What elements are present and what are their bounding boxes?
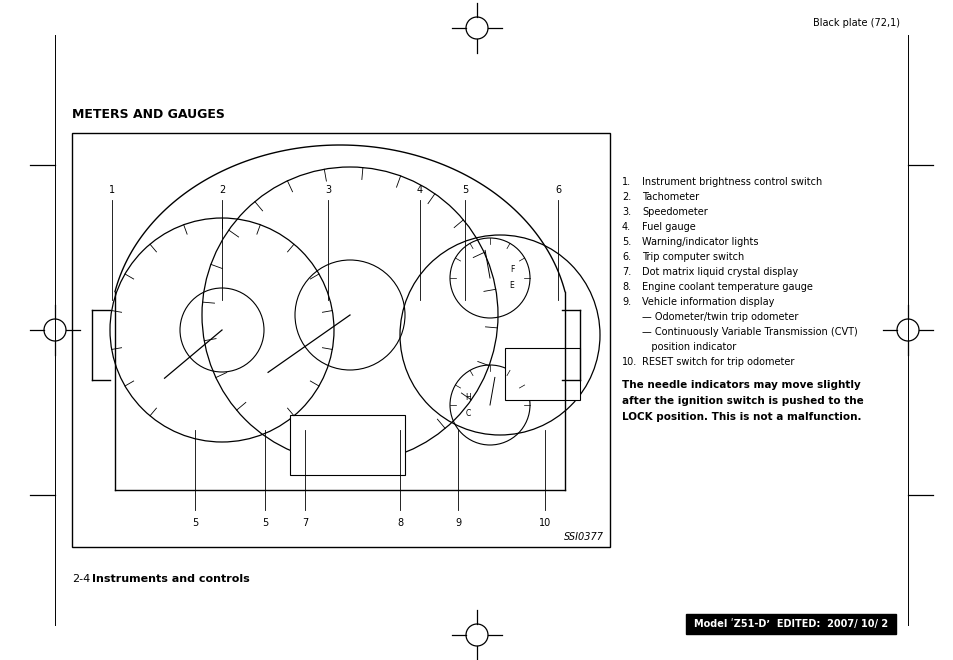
Bar (504, 348, 579, 400)
Text: C: C (465, 409, 470, 418)
Text: Trip computer switch: Trip computer switch (641, 252, 743, 262)
Text: 4.: 4. (621, 222, 631, 232)
Text: 9.: 9. (621, 297, 631, 307)
Text: SSI0377: SSI0377 (563, 532, 603, 542)
Text: 3.: 3. (621, 207, 631, 217)
Text: Vehicle information display: Vehicle information display (641, 297, 774, 307)
Text: H: H (465, 393, 471, 401)
Text: after the ignition switch is pushed to the: after the ignition switch is pushed to t… (621, 396, 862, 406)
Text: The needle indicators may move slightly: The needle indicators may move slightly (621, 380, 860, 390)
Text: 10: 10 (538, 518, 551, 528)
Text: Instrument brightness control switch: Instrument brightness control switch (641, 177, 821, 187)
Text: 6.: 6. (621, 252, 631, 262)
Text: METERS AND GAUGES: METERS AND GAUGES (71, 108, 225, 121)
Bar (290, 415, 405, 475)
Text: F: F (509, 265, 514, 275)
Text: 8.: 8. (621, 282, 631, 292)
Text: 4: 4 (416, 185, 422, 195)
Text: 5: 5 (192, 518, 198, 528)
Text: Speedometer: Speedometer (641, 207, 707, 217)
Text: Black plate (72,1): Black plate (72,1) (812, 18, 899, 28)
Text: 7.: 7. (621, 267, 631, 277)
Text: Engine coolant temperature gauge: Engine coolant temperature gauge (641, 282, 812, 292)
Text: — Odometer/twin trip odometer: — Odometer/twin trip odometer (641, 312, 798, 322)
Text: 8: 8 (396, 518, 402, 528)
Text: 7: 7 (301, 518, 308, 528)
Text: Instruments and controls: Instruments and controls (91, 574, 250, 584)
Text: Model ʹZ51-Dʼ  EDITED:  2007/ 10/ 2: Model ʹZ51-Dʼ EDITED: 2007/ 10/ 2 (693, 619, 887, 629)
Text: 1: 1 (109, 185, 115, 195)
Text: 5: 5 (262, 518, 268, 528)
Text: 6: 6 (555, 185, 560, 195)
Text: 5: 5 (461, 185, 468, 195)
Text: 2-4: 2-4 (71, 574, 91, 584)
Text: LOCK position. This is not a malfunction.: LOCK position. This is not a malfunction… (621, 412, 861, 422)
Text: Tachometer: Tachometer (641, 192, 699, 202)
Text: 9: 9 (455, 518, 460, 528)
Text: — Continuously Variable Transmission (CVT): — Continuously Variable Transmission (CV… (641, 327, 857, 337)
Text: 10.: 10. (621, 357, 637, 367)
Text: 3: 3 (325, 185, 331, 195)
Text: 2: 2 (218, 185, 225, 195)
Text: position indicator: position indicator (641, 342, 736, 352)
Bar (71, 133, 609, 547)
Text: 5.: 5. (621, 237, 631, 247)
Text: 2.: 2. (621, 192, 631, 202)
Text: Dot matrix liquid crystal display: Dot matrix liquid crystal display (641, 267, 798, 277)
Text: Fuel gauge: Fuel gauge (641, 222, 695, 232)
Text: E: E (509, 282, 514, 290)
Text: Warning/indicator lights: Warning/indicator lights (641, 237, 758, 247)
Bar (685, 614, 895, 634)
Text: 1.: 1. (621, 177, 631, 187)
Text: RESET switch for trip odometer: RESET switch for trip odometer (641, 357, 794, 367)
